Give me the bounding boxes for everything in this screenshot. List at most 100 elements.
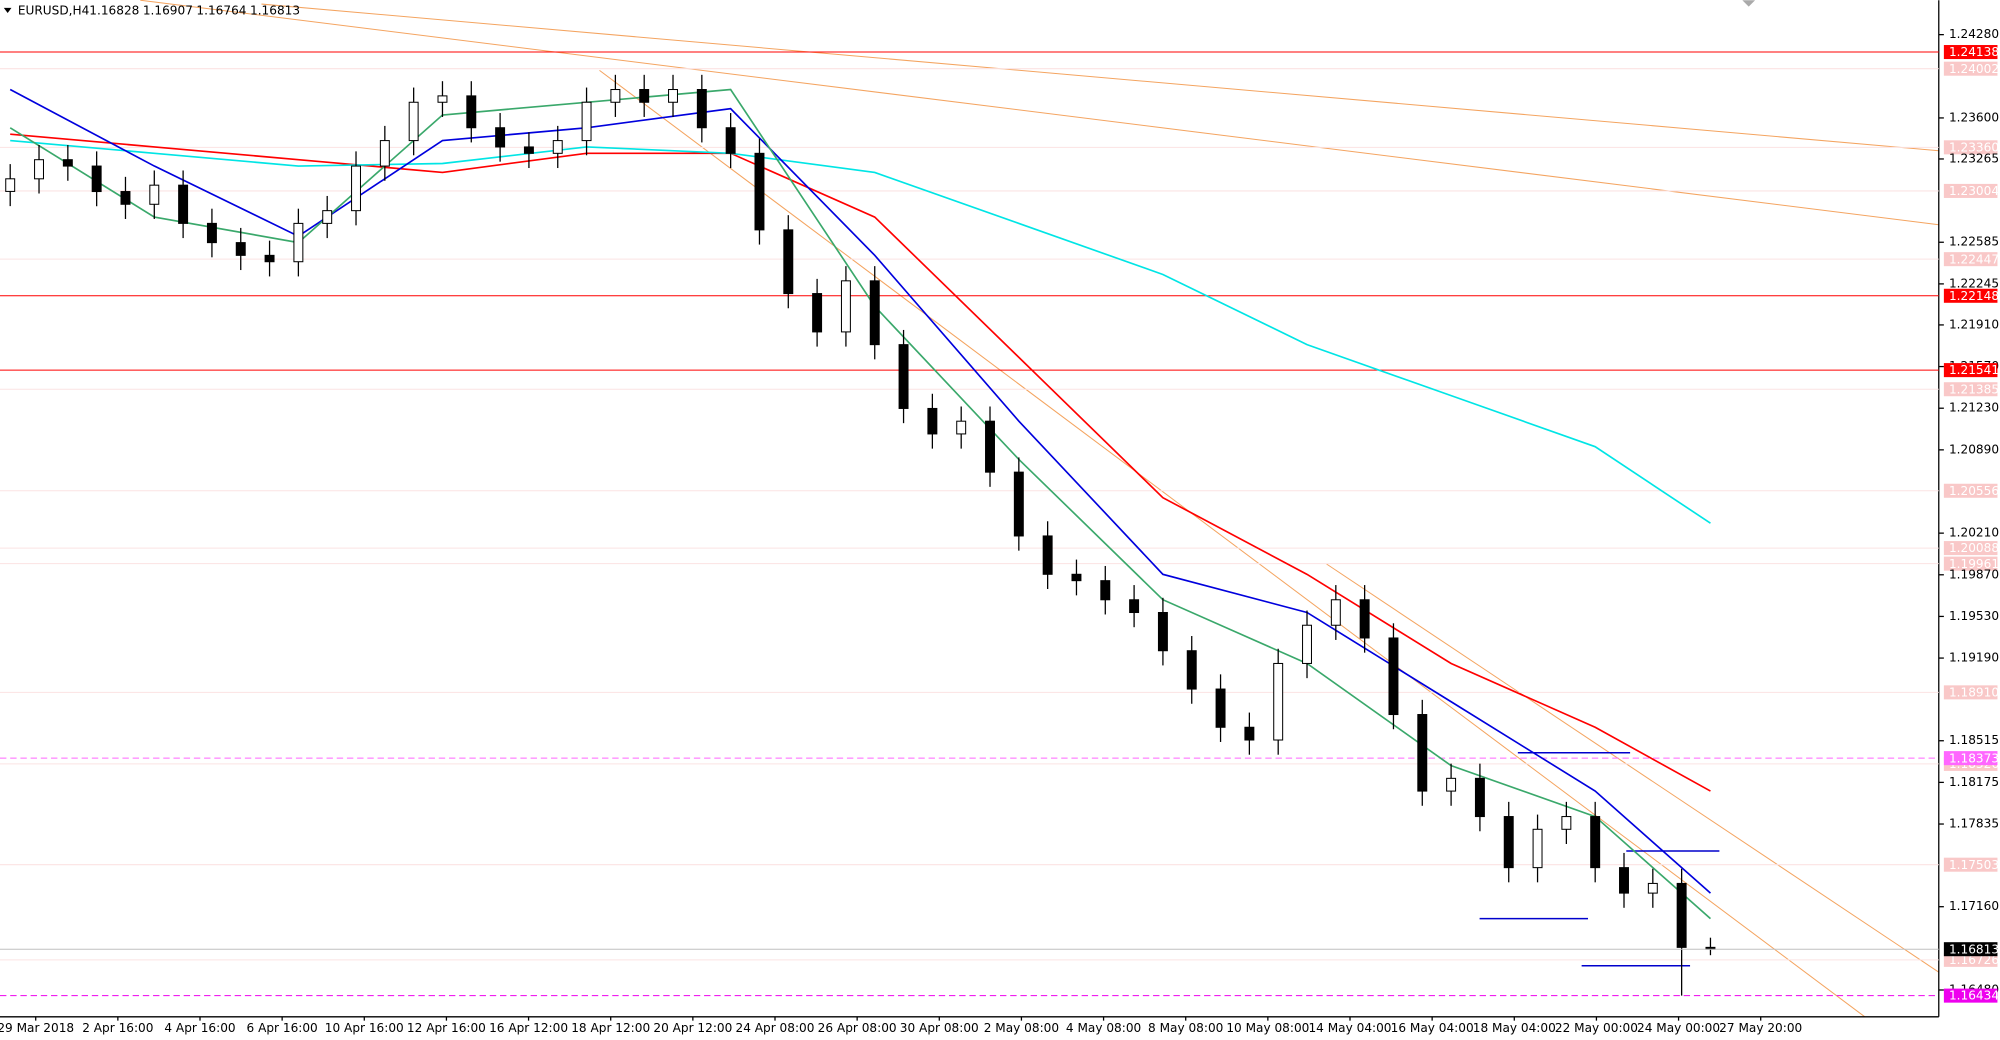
faded-level-label: 1.24002 bbox=[1949, 62, 1999, 76]
faded-level-box bbox=[1943, 541, 1998, 556]
candle-body bbox=[610, 89, 621, 103]
candle-body bbox=[62, 159, 73, 167]
candle-body bbox=[840, 280, 851, 333]
candle-body bbox=[1561, 816, 1572, 830]
y-tick-label: 1.20890 bbox=[1949, 442, 1999, 456]
y-tick-label: 1.23600 bbox=[1949, 110, 1999, 124]
candle-body bbox=[1388, 637, 1399, 716]
candle-body bbox=[1647, 882, 1658, 894]
y-tick-label: 1.17160 bbox=[1949, 899, 1999, 913]
trendline bbox=[261, 3, 1939, 152]
x-tick-label: 4 Apr 16:00 bbox=[164, 1021, 235, 1035]
trendline bbox=[140, 0, 1939, 226]
price-box bbox=[1943, 942, 1998, 957]
candle-body bbox=[1157, 611, 1168, 652]
level-label: 1.21541 bbox=[1949, 363, 1999, 377]
y-tick-label: 1.20210 bbox=[1949, 526, 1999, 540]
y-tick-label: 1.22585 bbox=[1949, 235, 1999, 249]
header-open: 1.16828 bbox=[89, 4, 139, 18]
candle-body bbox=[552, 140, 563, 154]
candle-body bbox=[927, 407, 938, 435]
symbol-title: EURUSD,H4 bbox=[18, 4, 90, 18]
candle-body bbox=[1503, 816, 1514, 869]
faded-level-box bbox=[1943, 952, 1998, 967]
faded-level-label: 1.21385 bbox=[1949, 382, 1999, 396]
candle-body bbox=[1417, 714, 1428, 792]
faded-level-box bbox=[1943, 483, 1998, 498]
faded-level-label: 1.19961 bbox=[1949, 557, 1999, 571]
x-tick-label: 16 Apr 12:00 bbox=[489, 1021, 568, 1035]
candle-body bbox=[1042, 535, 1053, 575]
candle-body bbox=[5, 178, 16, 192]
level-label: 1.22148 bbox=[1949, 289, 1999, 303]
candle-body bbox=[206, 222, 217, 244]
menu-triangle bbox=[3, 7, 12, 13]
moving-average bbox=[10, 133, 1711, 792]
candle-body bbox=[1446, 777, 1457, 792]
y-tick-label: 1.18175 bbox=[1949, 775, 1999, 789]
level-box bbox=[1943, 288, 1998, 303]
y-tick-label: 1.19870 bbox=[1949, 567, 1999, 581]
level-box bbox=[1943, 751, 1998, 766]
candle-body bbox=[898, 344, 909, 409]
candle-body bbox=[812, 293, 823, 333]
candle-body bbox=[1129, 599, 1140, 614]
candle-body bbox=[581, 101, 592, 142]
y-tick-label: 1.19530 bbox=[1949, 609, 1999, 623]
y-tick-label: 1.21910 bbox=[1949, 317, 1999, 331]
y-tick-label: 1.21230 bbox=[1949, 401, 1999, 415]
faded-level-label: 1.18910 bbox=[1949, 686, 1999, 700]
x-tick-label: 24 Apr 08:00 bbox=[736, 1021, 815, 1035]
trendline bbox=[1326, 563, 1940, 973]
candle-body bbox=[408, 101, 419, 142]
faded-level-box bbox=[1943, 61, 1998, 76]
y-tick-label: 1.19190 bbox=[1949, 651, 1999, 665]
candle-body bbox=[696, 89, 707, 129]
header-close: 1.16813 bbox=[250, 4, 300, 18]
y-tick-label: 1.24280 bbox=[1949, 27, 1999, 41]
candle-body bbox=[351, 165, 361, 212]
candle-body bbox=[34, 159, 44, 180]
faded-level-box bbox=[1943, 857, 1998, 872]
x-tick-label: 8 May 08:00 bbox=[1148, 1021, 1223, 1035]
level-box bbox=[1943, 45, 1998, 60]
candle-body bbox=[120, 191, 131, 205]
candle-body bbox=[783, 229, 794, 295]
x-tick-label: 26 Apr 08:00 bbox=[818, 1021, 897, 1035]
faded-level-label: 1.20556 bbox=[1949, 484, 1999, 498]
faded-level-label: 1.22447 bbox=[1949, 252, 1999, 266]
candle-body bbox=[985, 420, 995, 473]
moving-average bbox=[10, 139, 1711, 524]
x-tick-label: 6 Apr 16:00 bbox=[247, 1021, 318, 1035]
x-tick-label: 16 May 04:00 bbox=[1391, 1021, 1474, 1035]
y-tick-label: 1.18515 bbox=[1949, 733, 1999, 747]
x-tick-label: 30 Apr 08:00 bbox=[900, 1021, 979, 1035]
header-low: 1.16764 bbox=[196, 4, 246, 18]
candle-body bbox=[1359, 599, 1370, 639]
faded-level-box bbox=[1943, 556, 1998, 571]
candle-body bbox=[1215, 688, 1226, 728]
candle-body bbox=[322, 210, 333, 224]
level-label: 1.18373 bbox=[1949, 751, 1999, 765]
x-tick-label: 4 May 08:00 bbox=[1066, 1021, 1141, 1035]
level-box bbox=[1943, 988, 1998, 1003]
x-tick-label: 18 Apr 12:00 bbox=[571, 1021, 650, 1035]
x-tick-label: 14 May 04:00 bbox=[1308, 1021, 1391, 1035]
faded-level-box bbox=[1943, 685, 1998, 700]
x-tick-label: 10 Apr 16:00 bbox=[325, 1021, 404, 1035]
x-tick-label: 29 Mar 2018 bbox=[0, 1021, 74, 1035]
candle-body bbox=[1619, 867, 1629, 894]
x-tick-label: 10 May 08:00 bbox=[1226, 1021, 1309, 1035]
candle-body bbox=[1590, 816, 1601, 869]
level-label: 1.24138 bbox=[1949, 45, 1999, 59]
candle-body bbox=[379, 140, 390, 167]
candle-body bbox=[293, 222, 304, 263]
candle-body bbox=[91, 165, 102, 193]
y-tick-label: 1.22245 bbox=[1949, 276, 1999, 290]
candle-body bbox=[149, 184, 160, 205]
candle-body bbox=[235, 242, 246, 256]
candle-body bbox=[495, 127, 506, 148]
candle-body bbox=[1676, 882, 1687, 948]
